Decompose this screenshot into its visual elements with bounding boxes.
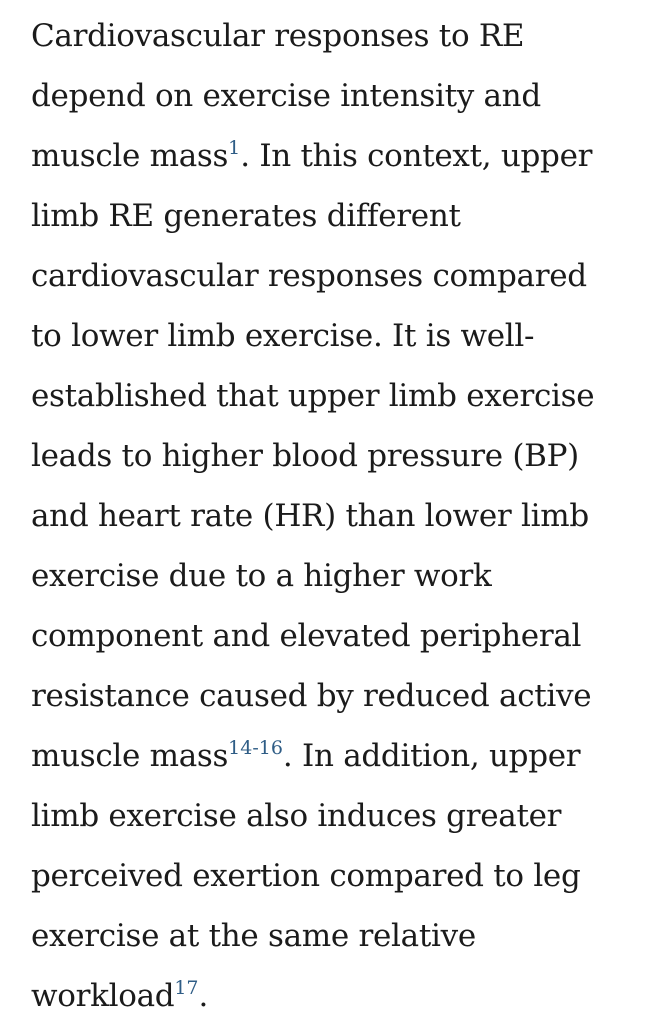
text-line: to lower limb exercise. It is well-	[31, 318, 535, 354]
text-line: depend on exercise intensity and	[31, 78, 541, 114]
text-line: established that upper limb exercise	[31, 378, 595, 414]
text-span: muscle mass	[31, 738, 229, 774]
text-line: and heart rate (HR) than lower limb	[31, 498, 589, 534]
text-line: exercise at the same relative	[31, 918, 476, 954]
text-line: Cardiovascular responses to RE	[31, 18, 525, 54]
text-line: leads to higher blood pressure (BP)	[31, 438, 579, 474]
text-line: component and elevated peripheral	[31, 618, 582, 654]
text-line: resistance caused by reduced active	[31, 678, 592, 714]
citation-link-14-16[interactable]: 14-16	[228, 737, 283, 760]
text-line: muscle mass14-16. In addition, upper	[31, 726, 643, 786]
text-line: perceived exertion compared to leg	[31, 858, 581, 894]
citation-link-1[interactable]: 1	[228, 137, 241, 160]
text-line: limb exercise also induces greater	[31, 798, 562, 834]
citation-link-17[interactable]: 17	[174, 977, 199, 1000]
text-span: .	[198, 978, 209, 1014]
text-line: limb RE generates different	[31, 198, 461, 234]
text-line: exercise due to a higher work	[31, 558, 492, 594]
text-span: workload	[31, 978, 175, 1014]
text-span: . In addition, upper	[282, 738, 581, 774]
text-line: workload17.	[31, 966, 643, 1026]
text-line: cardiovascular responses compared	[31, 258, 587, 294]
text-span: muscle mass	[31, 138, 229, 174]
article-paragraph: Cardiovascular responses to RE depend on…	[31, 6, 643, 1026]
text-line: muscle mass1. In this context, upper	[31, 126, 643, 186]
text-span: . In this context, upper	[240, 138, 593, 174]
